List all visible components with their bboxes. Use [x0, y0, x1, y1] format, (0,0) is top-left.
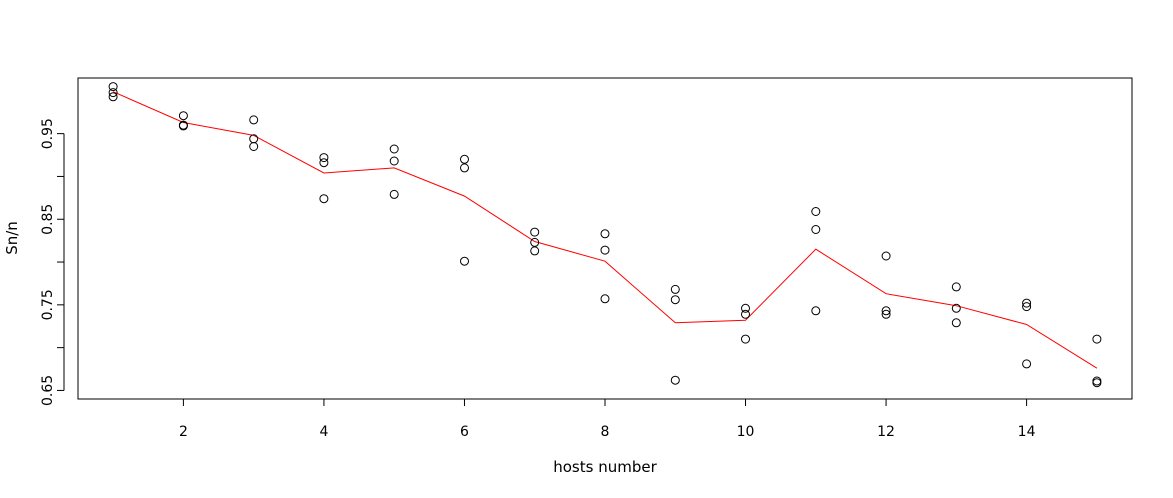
- data-point: [811, 207, 821, 216]
- data-point: [811, 306, 821, 316]
- data-point: [811, 225, 821, 234]
- x-tick-label: 12: [877, 424, 895, 440]
- x-tick-label: 8: [601, 424, 610, 440]
- data-point: [389, 144, 399, 154]
- data-point: [951, 318, 961, 328]
- data-point: [670, 375, 680, 385]
- x-tick-label: 14: [1018, 424, 1036, 440]
- y-axis: 0.65 0.75 0.85 0.95: [40, 118, 65, 406]
- x-tick-label: 2: [179, 424, 188, 440]
- data-point: [600, 294, 610, 304]
- data-point: [881, 306, 891, 316]
- data-point: [389, 189, 399, 199]
- x-tick-label: 6: [460, 424, 469, 440]
- y-tick-label: 0.95: [40, 118, 56, 149]
- data-point: [178, 121, 188, 131]
- data-point: [249, 115, 259, 125]
- data-point: [530, 246, 540, 256]
- data-point: [178, 111, 188, 121]
- trend-line: [112, 91, 1098, 369]
- data-point: [951, 303, 961, 313]
- data-point: [741, 309, 750, 319]
- data-point: [108, 92, 118, 102]
- data-point: [460, 256, 469, 266]
- data-point: [881, 251, 891, 261]
- data-point: [389, 156, 399, 166]
- data-point: [530, 227, 540, 237]
- trend-line-series: [112, 91, 1098, 369]
- data-point: [600, 229, 610, 239]
- data-point: [1092, 378, 1102, 388]
- y-tick-label: 0.85: [40, 204, 56, 235]
- x-axis-title: hosts number: [553, 458, 657, 476]
- data-point: [951, 282, 961, 292]
- data-point: [741, 334, 750, 344]
- data-point: [1092, 334, 1102, 344]
- data-point: [1022, 298, 1032, 308]
- data-point: [319, 153, 329, 163]
- data-point: [1022, 302, 1032, 312]
- data-point: [108, 82, 118, 92]
- data-point: [670, 295, 680, 305]
- data-point: [319, 194, 329, 204]
- data-point: [249, 142, 259, 151]
- data-point: [1022, 359, 1032, 369]
- data-points-series: [108, 82, 1102, 388]
- data-point: [600, 245, 610, 255]
- data-point: [319, 158, 329, 168]
- y-axis-title: Sn/n: [3, 221, 21, 255]
- data-point: [670, 284, 680, 294]
- data-point: [460, 154, 469, 164]
- plot-frame: [77, 77, 1133, 400]
- x-tick-label: 10: [737, 424, 755, 440]
- data-point: [108, 88, 118, 98]
- y-tick-label: 0.75: [40, 289, 56, 320]
- data-point: [881, 309, 891, 319]
- x-tick-label: 4: [319, 424, 328, 440]
- data-point: [741, 303, 750, 313]
- data-point: [460, 163, 469, 173]
- y-tick-label: 0.65: [40, 375, 56, 406]
